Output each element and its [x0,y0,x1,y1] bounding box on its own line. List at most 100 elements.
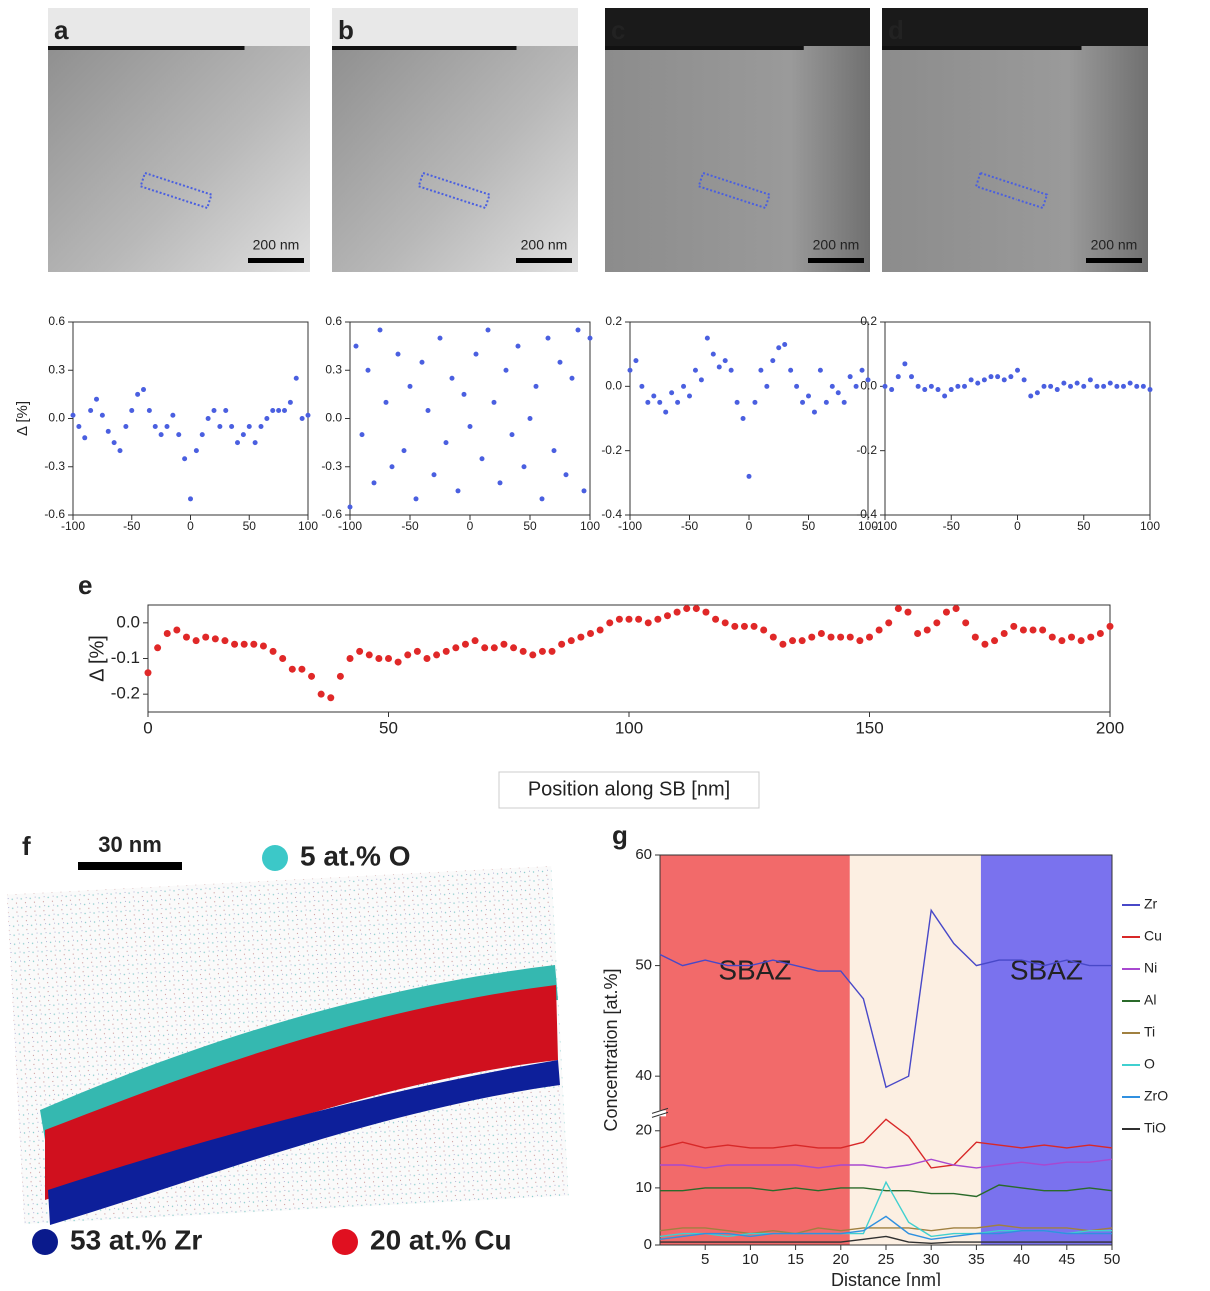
data-point [683,605,691,613]
data-point [770,358,776,364]
data-point [539,496,545,502]
data-point [981,640,989,648]
data-point [895,374,901,380]
data-point [914,630,922,638]
data-point [1147,387,1153,393]
data-point [731,622,739,630]
data-point [644,619,652,627]
x-tick-label: -100 [873,519,897,533]
y-tick-label: 0.3 [325,362,342,376]
legend-swatch [332,1229,358,1255]
data-point [129,407,135,413]
data-point [371,480,377,486]
data-point [76,424,82,430]
data-point [164,424,170,430]
data-point [827,633,835,641]
data-point [425,407,431,413]
data-point [347,504,353,510]
data-point [423,655,431,662]
y-tick-label: -0.1 [111,648,140,667]
data-point [443,440,449,446]
data-point [471,637,479,645]
y-tick-label: 0.3 [48,362,65,376]
data-point [955,383,961,389]
data-point [146,407,152,413]
region [980,855,1112,1245]
data-point [596,626,604,634]
data-point [587,335,593,341]
scale-bar [516,258,572,263]
y-tick-label: -0.3 [44,459,65,473]
data-point [385,655,392,662]
data-point [835,390,841,396]
data-point [909,374,914,380]
region [660,855,850,1245]
data-point [1021,377,1027,383]
data-point [264,416,270,421]
data-point [202,633,210,641]
data-point [654,615,662,623]
y-tick-label: 50 [635,957,652,974]
data-point [533,383,539,389]
data-point [538,647,546,655]
data-point [404,651,412,659]
series-line [660,1184,1113,1198]
x-tick-label: -50 [123,519,141,533]
data-point [70,412,76,418]
axis-break-gap [654,1110,666,1117]
x-tick-label: 0 [467,519,474,533]
x-tick-label: 5 [701,1251,709,1268]
data-point [1127,380,1133,386]
data-point [995,374,1001,380]
data-point [823,399,829,405]
data-point [1015,367,1020,373]
data-point [141,387,146,393]
data-point [575,327,581,333]
y-tick-label: 10 [635,1179,652,1196]
boundary-region [48,8,310,46]
data-point [317,690,325,698]
legend-label: ZrO [1144,1088,1168,1104]
data-point [269,647,277,655]
x-tick-label: 100 [580,519,600,533]
data-point [193,448,199,454]
data-point [639,383,645,389]
data-point [716,364,722,370]
data-point [500,640,508,648]
line-scan-box [697,171,771,210]
data-point [615,615,623,623]
x-tick-label: 50 [1104,1251,1121,1268]
x-tick-label: 50 [379,718,398,737]
y-tick-label: 0.2 [860,314,877,328]
data-point [1001,377,1007,383]
legend-label: 53 at.% Zr [70,1224,202,1255]
data-point [760,626,768,634]
data-point [509,432,515,438]
x-tick-label: 10 [742,1251,759,1268]
data-point [176,432,182,438]
data-point [704,335,710,341]
data-point [1081,383,1087,389]
data-point [433,651,441,659]
x-tick-label: 0 [143,718,152,737]
tem-image [332,8,578,272]
data-point [942,608,950,616]
boundary-region [605,8,870,46]
data-point [240,432,246,438]
data-point [789,637,797,645]
panel-label: b [338,15,354,45]
data-point [548,647,556,655]
legend-label: O [1144,1056,1155,1072]
legend-swatch [32,1229,58,1255]
y-tick-label: -0.4 [601,507,622,521]
data-point [258,424,264,430]
data-point [199,432,205,438]
x-tick-label: 0 [1014,519,1021,533]
data-point [692,605,700,613]
data-point [1008,374,1014,380]
panel-label: a [54,15,69,45]
data-point [173,626,181,634]
data-point [182,456,188,462]
data-point [633,358,639,364]
data-point [452,644,460,652]
